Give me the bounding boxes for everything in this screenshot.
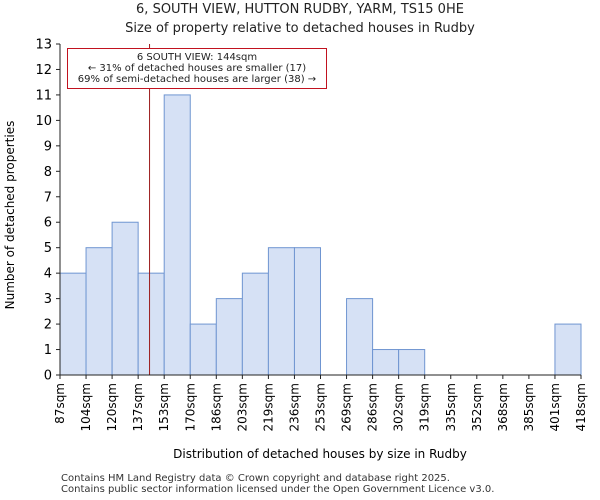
x-tick-label-269sqm: 269sqm	[340, 383, 354, 431]
x-tick-label-219sqm: 219sqm	[261, 383, 275, 431]
y-tick-label: 0	[44, 369, 52, 384]
x-tick-label-352sqm: 352sqm	[470, 383, 484, 431]
bar-120sqm	[111, 221, 139, 376]
y-tick-label: 9	[44, 139, 52, 154]
bar-137sqm	[137, 272, 165, 376]
bar-170sqm	[189, 323, 217, 376]
x-tick-label-120sqm: 120sqm	[105, 383, 119, 431]
footer-line-1: Contains HM Land Registry data © Crown c…	[61, 473, 450, 484]
property-annotation-box: 6 SOUTH VIEW: 144sqm ← 31% of detached h…	[67, 48, 327, 89]
footer-line-2: Contains public sector information licen…	[61, 484, 495, 495]
x-tick-label-401sqm: 401sqm	[548, 383, 562, 431]
bar-269sqm	[346, 298, 374, 376]
x-tick-label-104sqm: 104sqm	[79, 383, 93, 431]
x-tick-label-236sqm: 236sqm	[287, 383, 301, 431]
x-tick-label-87sqm: 87sqm	[53, 383, 67, 424]
x-tick-label-170sqm: 170sqm	[183, 383, 197, 431]
y-tick-label: 11	[35, 88, 52, 103]
y-tick-label: 1	[44, 343, 52, 358]
y-tick-label: 2	[44, 318, 52, 333]
x-tick-label-253sqm: 253sqm	[314, 383, 328, 431]
x-tick-label-186sqm: 186sqm	[209, 383, 223, 431]
x-tick-label-385sqm: 385sqm	[522, 383, 536, 431]
x-tick-label-286sqm: 286sqm	[366, 383, 380, 431]
annotation-line-2: ← 31% of detached houses are smaller (17…	[87, 63, 307, 74]
bar-302sqm	[398, 349, 426, 376]
y-tick-label: 7	[44, 190, 52, 205]
chart-subtitle: Size of property relative to detached ho…	[125, 21, 475, 36]
y-tick-label: 8	[44, 165, 52, 180]
x-tick-label-302sqm: 302sqm	[392, 383, 406, 431]
bar-401sqm	[554, 323, 582, 376]
annotation-line-3: 69% of semi-detached houses are larger (…	[77, 74, 317, 85]
bar-87sqm	[59, 272, 87, 376]
bar-286sqm	[372, 349, 400, 376]
x-tick-label-153sqm: 153sqm	[157, 383, 171, 431]
x-tick-label-335sqm: 335sqm	[444, 383, 458, 431]
x-tick-label-319sqm: 319sqm	[418, 383, 432, 431]
y-tick-label: 13	[35, 38, 52, 53]
x-tick-label-368sqm: 368sqm	[496, 383, 510, 431]
bar-186sqm	[215, 298, 243, 376]
bar-203sqm	[241, 272, 269, 376]
y-tick-label: 12	[35, 63, 52, 78]
y-tick-label: 10	[35, 114, 52, 129]
bar-104sqm	[85, 247, 113, 376]
y-tick-label: 4	[44, 267, 52, 282]
bar-236sqm	[293, 247, 322, 376]
x-tick-label-203sqm: 203sqm	[235, 383, 249, 431]
y-axis-label: Number of detached properties	[3, 121, 17, 310]
x-tick-label-418sqm: 418sqm	[574, 383, 588, 431]
y-tick-label: 6	[44, 216, 52, 231]
chart-title: 6, SOUTH VIEW, HUTTON RUDBY, YARM, TS15 …	[136, 2, 464, 17]
x-axis-label: Distribution of detached houses by size …	[173, 447, 467, 461]
bar-219sqm	[267, 247, 295, 376]
y-tick-label: 5	[44, 241, 52, 256]
annotation-line-1: 6 SOUTH VIEW: 144sqm	[136, 52, 258, 63]
bar-153sqm	[163, 94, 191, 376]
x-tick-label-137sqm: 137sqm	[131, 383, 145, 431]
y-tick-label: 3	[44, 292, 52, 307]
